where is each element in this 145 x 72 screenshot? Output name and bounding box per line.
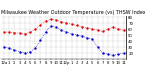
Text: Milwaukee Weather Outdoor Temperature (vs) THSW Index per Hour (Last 24 Hours): Milwaukee Weather Outdoor Temperature (v…	[1, 10, 145, 15]
